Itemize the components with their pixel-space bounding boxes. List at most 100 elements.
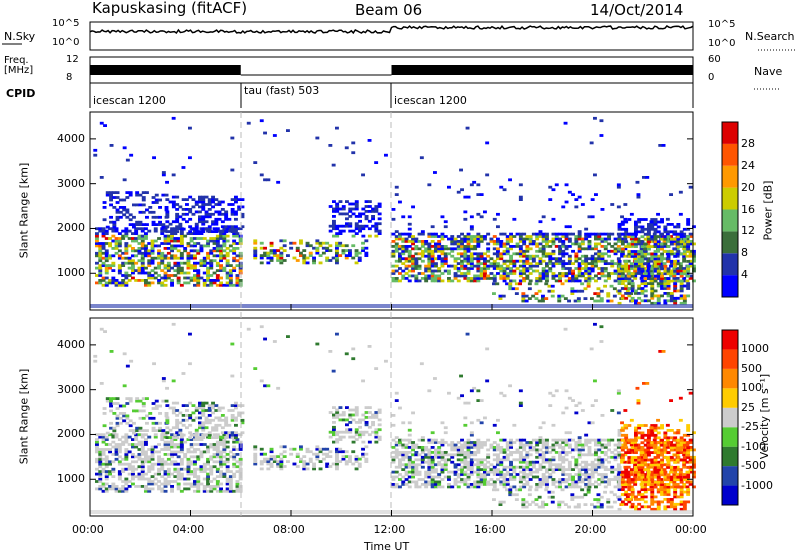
heatmap-cell <box>193 489 197 493</box>
heatmap-cell <box>104 266 109 270</box>
heatmap-cell <box>682 279 687 283</box>
heatmap-cell <box>453 443 458 447</box>
heatmap-cell <box>647 299 651 303</box>
heatmap-cell <box>209 489 214 493</box>
heatmap-cell <box>476 274 481 278</box>
heatmap-cell <box>154 421 159 425</box>
heatmap-cell <box>137 440 142 444</box>
heatmap-cell <box>505 483 510 486</box>
heatmap-cell <box>228 477 233 481</box>
heatmap-cell <box>434 438 438 442</box>
heatmap-cell <box>215 489 220 493</box>
heatmap-cell <box>335 207 340 211</box>
heatmap-cell <box>196 487 201 491</box>
heatmap-cell <box>354 428 359 432</box>
heatmap-cell <box>176 244 181 248</box>
heatmap-cell <box>499 446 504 449</box>
heatmap-cell <box>548 267 553 270</box>
heatmap-cell <box>232 269 237 272</box>
heatmap-cell <box>276 254 281 257</box>
heatmap-cell <box>188 401 193 405</box>
heatmap-cell <box>682 269 687 273</box>
heatmap-cell <box>193 279 197 282</box>
heatmap-cell <box>101 279 106 282</box>
heatmap-cell <box>580 443 585 447</box>
heatmap-cell <box>305 447 310 451</box>
heatmap-cell <box>150 450 155 454</box>
heatmap-cell <box>574 240 579 243</box>
heatmap-cell <box>647 267 651 271</box>
heatmap-cell <box>486 483 491 486</box>
heatmap-cell <box>673 262 678 266</box>
heatmap-cell <box>662 451 667 454</box>
heatmap-cell <box>335 438 340 441</box>
heatmap-cell <box>193 274 197 277</box>
heatmap-cell <box>613 485 618 489</box>
heatmap-cell <box>135 191 140 194</box>
heatmap-cell <box>122 146 127 150</box>
heatmap-cell <box>479 473 484 476</box>
heatmap-cell <box>269 447 274 451</box>
heatmap-cell <box>574 259 579 263</box>
heatmap-cell <box>483 259 487 263</box>
heatmap-cell <box>220 230 225 233</box>
heatmap-cell <box>672 252 677 256</box>
heatmap-cell <box>476 460 481 464</box>
heatmap-cell <box>554 451 559 454</box>
heatmap-cell <box>469 257 474 261</box>
heatmap-cell <box>485 141 490 145</box>
heatmap-cell <box>367 219 372 223</box>
heatmap-cell <box>198 230 202 233</box>
heatmap-cell <box>328 144 333 147</box>
heatmap-cell <box>153 239 158 243</box>
heatmap-cell <box>688 254 693 258</box>
heatmap-cell <box>407 470 412 474</box>
heatmap-cell <box>483 475 487 479</box>
heatmap-cell <box>676 279 681 283</box>
heatmap-cell <box>430 232 435 236</box>
heatmap-cell <box>492 448 497 452</box>
heatmap-cell <box>486 249 491 253</box>
heatmap-cell <box>138 220 143 224</box>
heatmap-cell <box>391 232 396 236</box>
heatmap-cell <box>434 257 438 261</box>
heatmap-cell <box>166 443 171 446</box>
heatmap-cell <box>219 234 223 238</box>
heatmap-cell <box>440 272 445 275</box>
heatmap-cell <box>473 451 478 454</box>
heatmap-cell <box>567 460 572 464</box>
heatmap-cell <box>525 259 530 263</box>
heatmap-cell <box>650 282 655 285</box>
heatmap-cell <box>443 220 448 224</box>
heatmap-cell <box>234 416 238 420</box>
heatmap-cell <box>613 242 618 246</box>
heatmap-cell <box>199 247 204 250</box>
heatmap-cell <box>117 443 122 446</box>
heatmap-cell <box>361 249 365 252</box>
heatmap-cell <box>131 276 135 280</box>
heatmap-cell <box>140 269 145 272</box>
heatmap-cell <box>580 262 585 265</box>
heatmap-cell <box>95 254 99 258</box>
heatmap-cell <box>460 480 464 484</box>
heatmap-cell <box>279 256 284 260</box>
heatmap-cell <box>220 406 225 410</box>
heatmap-cell <box>394 247 399 251</box>
heatmap-cell <box>377 232 382 235</box>
heatmap-cell <box>443 465 448 469</box>
heatmap-cell <box>521 292 526 295</box>
heatmap-cell <box>166 467 171 471</box>
heatmap-cell <box>391 438 396 442</box>
heatmap-cell <box>650 257 655 261</box>
heatmap-cell <box>617 289 622 293</box>
heatmap-cell <box>564 458 569 462</box>
heatmap-cell <box>407 264 412 268</box>
heatmap-cell <box>580 473 585 476</box>
heatmap-cell <box>109 215 113 219</box>
heatmap-cell <box>636 195 641 199</box>
heatmap-cell <box>660 220 664 224</box>
heatmap-cell <box>407 446 412 449</box>
heatmap-cell <box>603 473 608 476</box>
heatmap-cell <box>198 401 202 405</box>
heatmap-cell <box>476 448 481 452</box>
